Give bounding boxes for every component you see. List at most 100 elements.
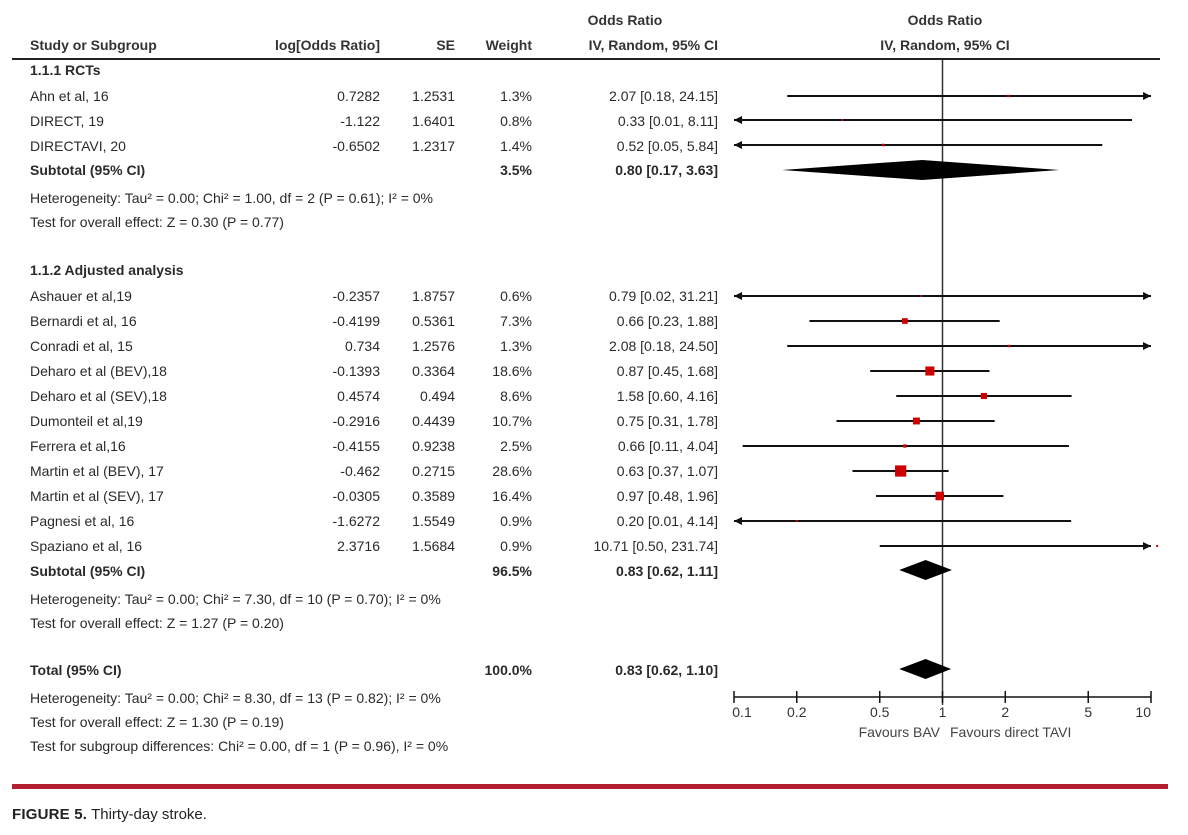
study-square xyxy=(1007,94,1010,98)
study-weight: 2.5% xyxy=(500,438,532,454)
group-title-rcts: 1.1.1 RCTs xyxy=(30,62,101,78)
header-rule xyxy=(12,58,1160,60)
study-name: Martin et al (SEV), 17 xyxy=(30,488,164,504)
ci-arrow-left xyxy=(734,292,742,300)
study-logor: -1.122 xyxy=(340,113,380,129)
subtotal-label-rcts: Subtotal (95% CI) xyxy=(30,162,146,178)
x-tick-label: 0.2 xyxy=(787,704,807,720)
subtotal-ci-adjusted: 0.83 [0.62, 1.11] xyxy=(616,563,718,579)
study-weight: 0.9% xyxy=(500,513,532,529)
x-tick-label: 10 xyxy=(1135,704,1151,720)
study-se: 0.5361 xyxy=(412,313,455,329)
study-square xyxy=(1007,344,1011,348)
favours-left-label: Favours BAV xyxy=(858,724,940,740)
total-ci: 0.83 [0.62, 1.10] xyxy=(615,662,718,678)
study-weight: 10.7% xyxy=(492,413,532,429)
overall-effect-adjusted: Test for overall effect: Z = 1.27 (P = 0… xyxy=(30,615,284,631)
ci-arrow-left xyxy=(734,517,742,525)
subtotal-weight-adjusted: 96.5% xyxy=(492,563,532,579)
favours-right-label: Favours direct TAVI xyxy=(950,724,1072,740)
study-square xyxy=(882,143,885,147)
study-logor: -1.6272 xyxy=(332,513,380,529)
se-col-header: SE xyxy=(436,37,455,53)
overall-effect-total: Test for overall effect: Z = 1.30 (P = 0… xyxy=(30,714,284,730)
study-se: 0.3589 xyxy=(412,488,455,504)
total-diamond xyxy=(899,659,952,679)
study-square xyxy=(925,366,935,376)
ci-arrow-right xyxy=(1143,92,1151,100)
study-ci: 0.20 [0.01, 4.14] xyxy=(616,513,718,529)
study-ci: 0.66 [0.23, 1.88] xyxy=(616,313,718,329)
study-ci: 1.58 [0.60, 4.16] xyxy=(616,388,718,404)
study-ci: 0.33 [0.01, 8.11] xyxy=(617,113,718,129)
study-weight: 1.3% xyxy=(500,338,532,354)
study-se: 0.2715 xyxy=(412,463,455,479)
study-square xyxy=(913,417,920,425)
study-weight: 1.3% xyxy=(500,88,532,104)
study-name: Dumonteil et al,19 xyxy=(30,413,143,429)
subgroup-differences: Test for subgroup differences: Chi² = 0.… xyxy=(30,738,449,754)
group-title-adjusted: 1.1.2 Adjusted analysis xyxy=(30,262,184,278)
x-tick-label: 5 xyxy=(1084,704,1092,720)
plot-col-header-line2: IV, Random, 95% CI xyxy=(880,37,1010,53)
total-weight: 100.0% xyxy=(484,662,532,678)
study-name: Ferrera et al,16 xyxy=(30,438,126,454)
plot-col-header-line1: Odds Ratio xyxy=(907,12,983,28)
study-name: Martin et al (BEV), 17 xyxy=(30,463,164,479)
study-weight: 8.6% xyxy=(500,388,532,404)
study-square xyxy=(980,392,987,400)
subtotal-diamond xyxy=(782,160,1060,180)
study-weight: 0.8% xyxy=(500,113,532,129)
study-name: Ashauer et al,19 xyxy=(30,288,132,304)
figure-caption: FIGURE 5. Thirty-day stroke. xyxy=(12,806,207,823)
forest-plot: 0.1 0.2 0.5 1 2 5 10 xyxy=(732,60,1159,720)
overall-effect-rcts: Test for overall effect: Z = 0.30 (P = 0… xyxy=(30,214,284,230)
heterogeneity-rcts: Heterogeneity: Tau² = 0.00; Chi² = 1.00,… xyxy=(30,190,433,206)
or-col-header-line2: IV, Random, 95% CI xyxy=(588,37,718,53)
ci-arrow-left xyxy=(734,116,742,124)
ci-arrow-right xyxy=(1143,542,1151,550)
x-tick-label: 0.1 xyxy=(732,704,752,720)
study-square xyxy=(935,491,944,501)
study-square xyxy=(903,444,907,448)
x-tick-label: 0.5 xyxy=(870,704,890,720)
study-ci: 0.63 [0.37, 1.07] xyxy=(616,463,718,479)
study-ci: 2.08 [0.18, 24.50] xyxy=(609,338,718,354)
study-square xyxy=(895,465,907,477)
study-logor: -0.2916 xyxy=(332,413,380,429)
study-se: 1.2531 xyxy=(412,88,455,104)
or-col-header-line1: Odds Ratio xyxy=(587,12,663,28)
study-weight: 1.4% xyxy=(500,138,532,154)
subtotal-label-adjusted: Subtotal (95% CI) xyxy=(30,563,146,579)
study-weight: 28.6% xyxy=(492,463,532,479)
study-square xyxy=(841,119,844,121)
study-se: 1.2576 xyxy=(412,338,455,354)
caption-text: Thirty-day stroke. xyxy=(91,806,207,823)
study-name: Spaziano et al, 16 xyxy=(30,538,143,554)
study-se: 0.494 xyxy=(419,388,455,404)
study-se: 0.9238 xyxy=(412,438,455,454)
study-se: 1.2317 xyxy=(412,138,455,154)
study-logor: 2.3716 xyxy=(337,538,380,554)
study-se: 1.6401 xyxy=(412,113,455,129)
study-weight: 18.6% xyxy=(492,363,532,379)
study-logor: 0.4574 xyxy=(337,388,380,404)
heterogeneity-total: Heterogeneity: Tau² = 0.00; Chi² = 8.30,… xyxy=(30,690,441,706)
x-tick-label: 1 xyxy=(939,704,947,720)
study-ci: 0.79 [0.02, 31.21] xyxy=(609,288,718,304)
study-se: 0.4439 xyxy=(412,413,455,429)
study-se: 0.3364 xyxy=(412,363,455,379)
study-ci: 0.75 [0.31, 1.78] xyxy=(616,413,718,429)
study-ci: 0.97 [0.48, 1.96] xyxy=(616,488,718,504)
total-label: Total (95% CI) xyxy=(30,662,122,678)
study-weight: 0.9% xyxy=(500,538,532,554)
study-name: Pagnesi et al, 16 xyxy=(30,513,135,529)
study-square xyxy=(795,520,798,522)
study-name: DIRECTAVI, 20 xyxy=(30,138,126,154)
study-se: 1.8757 xyxy=(412,288,455,304)
study-ci: 0.87 [0.45, 1.68] xyxy=(616,363,718,379)
study-logor: -0.4155 xyxy=(332,438,380,454)
study-logor: -0.4199 xyxy=(332,313,380,329)
study-logor: -0.462 xyxy=(340,463,380,479)
study-ci: 0.66 [0.11, 4.04] xyxy=(617,438,718,454)
